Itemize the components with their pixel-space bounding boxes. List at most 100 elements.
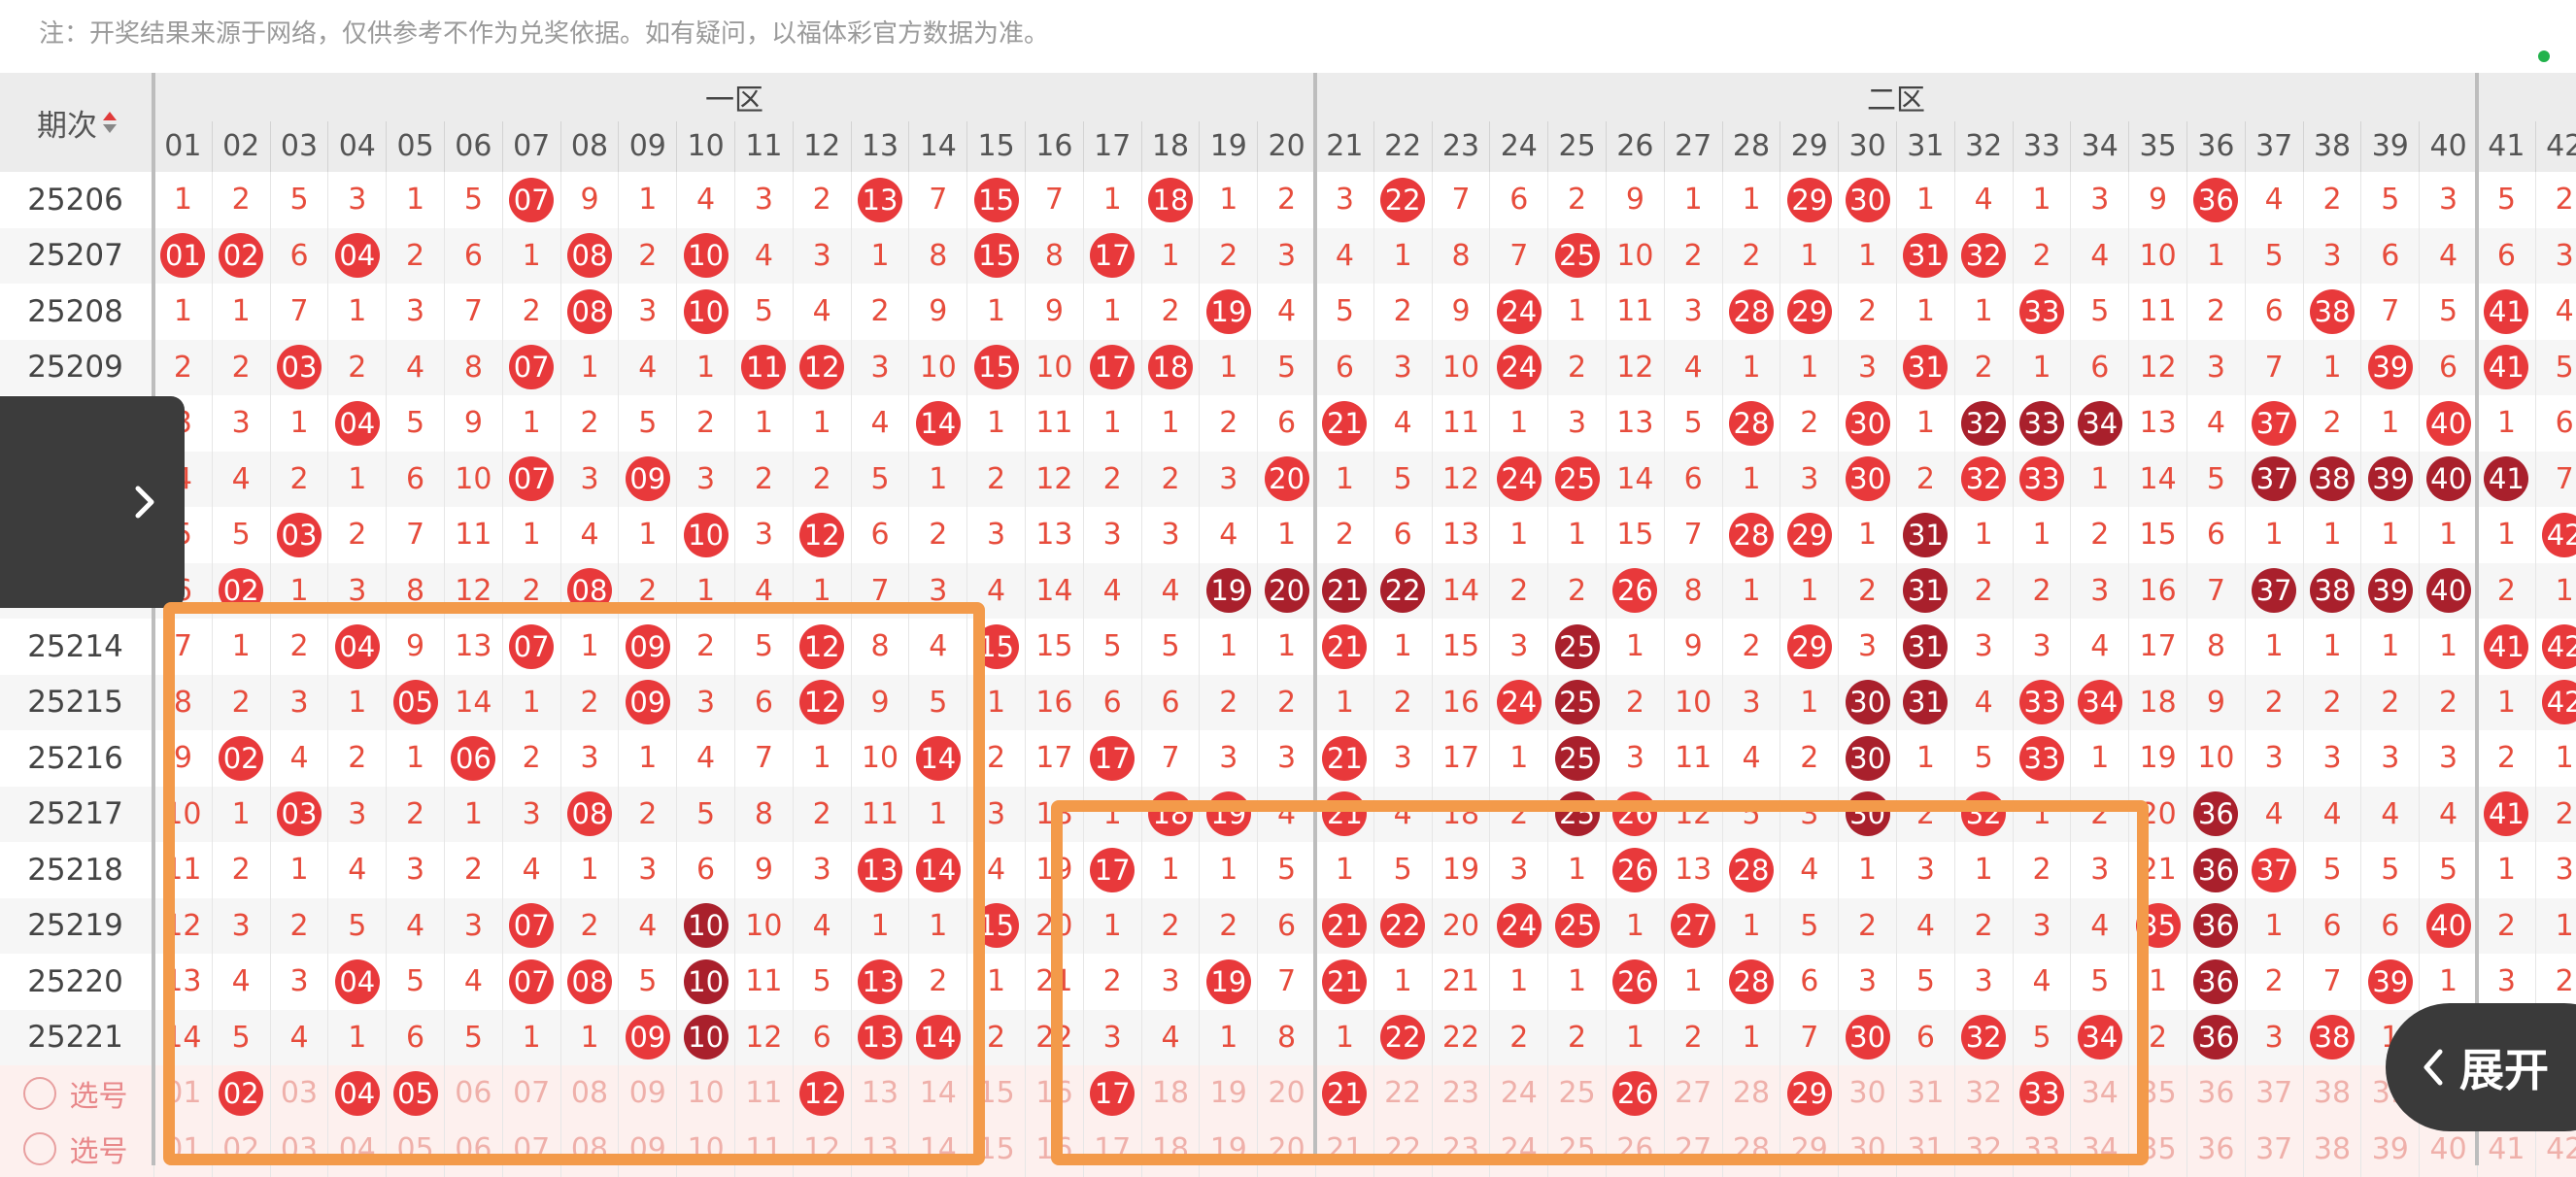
- drawn-number-ball: 12: [799, 513, 844, 557]
- selectable-number[interactable]: 39: [2360, 1122, 2419, 1177]
- drawn-number-ball: 21: [1322, 736, 1367, 781]
- number-cell: 10: [676, 228, 734, 285]
- omission-count: 2: [1838, 563, 1896, 620]
- column-header-05: 05: [386, 121, 444, 172]
- column-header-31: 31: [1896, 121, 1954, 172]
- selectable-number[interactable]: 38: [2303, 1122, 2361, 1177]
- omission-count: 2: [734, 452, 793, 508]
- omission-count: 2: [2419, 675, 2477, 731]
- drawn-number-ball: 33: [2019, 680, 2064, 724]
- number-cell: 02: [212, 228, 270, 285]
- omission-count: 2: [2360, 675, 2419, 731]
- number-cell: 30: [1838, 452, 1896, 508]
- omission-count: 6: [2360, 898, 2419, 955]
- number-cell: 11: [734, 340, 793, 396]
- drawn-number-ball: 25: [1555, 456, 1600, 501]
- omission-count: 2: [1199, 395, 1257, 452]
- column-header-42: 42: [2535, 121, 2576, 172]
- number-cell: 36: [2186, 898, 2245, 955]
- selectable-number[interactable]: 38: [2303, 1065, 2361, 1122]
- omission-count: 4: [2245, 172, 2303, 228]
- omission-count: 3: [386, 284, 444, 340]
- selectable-number[interactable]: 36: [2186, 1122, 2245, 1177]
- number-cell: 19: [1199, 284, 1257, 340]
- drawn-number-ball: 31: [1903, 345, 1948, 389]
- number-cell: 09: [618, 452, 676, 508]
- drawn-number-ball: 15: [974, 233, 1019, 278]
- omission-count: 2: [1896, 452, 1954, 508]
- omission-count: 1: [1257, 507, 1315, 563]
- omission-count: 10: [908, 340, 966, 396]
- drawn-number-ball: 20: [1265, 456, 1309, 501]
- column-header-16: 16: [1025, 121, 1083, 172]
- drawn-number-ball: 08: [567, 289, 612, 334]
- omission-count: 1: [1779, 228, 1838, 285]
- omission-count: 6: [386, 452, 444, 508]
- omission-count: 1: [2245, 507, 2303, 563]
- number-cell: 36: [2186, 1010, 2245, 1066]
- select-row-label[interactable]: 选号: [0, 1065, 151, 1122]
- number-cell: 24: [1489, 284, 1547, 340]
- number-cell: 33: [2013, 675, 2071, 731]
- omission-count: 4: [1722, 730, 1780, 787]
- number-cell: 38: [2303, 284, 2361, 340]
- omission-count: 1: [1779, 675, 1838, 731]
- omission-count: 1: [2360, 619, 2419, 675]
- number-cell: 10: [676, 507, 734, 563]
- drawn-number-ball: 18: [1148, 345, 1193, 389]
- omission-count: 2: [1722, 228, 1780, 285]
- omission-count: 6: [851, 507, 909, 563]
- omission-count: 4: [2245, 787, 2303, 843]
- omission-count: 6: [444, 228, 502, 285]
- omission-count: 1: [2013, 172, 2071, 228]
- number-cell: 37: [2245, 563, 2303, 620]
- selectable-number[interactable]: 36: [2186, 1065, 2245, 1122]
- column-header-14: 14: [908, 121, 966, 172]
- omission-count: 10: [2128, 228, 2186, 285]
- radio-icon[interactable]: [23, 1132, 56, 1165]
- drawn-number-ball: 30: [1846, 680, 1890, 724]
- omission-count: 7: [2360, 284, 2419, 340]
- omission-count: 14: [1432, 563, 1490, 620]
- omission-count: 1: [2303, 507, 2361, 563]
- number-cell: 40: [2419, 563, 2477, 620]
- omission-count: 2: [1141, 284, 1200, 340]
- omission-count: 1: [1083, 172, 1141, 228]
- omission-count: 9: [1664, 619, 1722, 675]
- omission-count: 1: [2186, 228, 2245, 285]
- column-header-09: 09: [618, 121, 676, 172]
- omission-count: 5: [851, 452, 909, 508]
- omission-count: 1: [2360, 395, 2419, 452]
- zone2-end-divider: [2475, 73, 2479, 1165]
- omission-count: 3: [1257, 730, 1315, 787]
- number-cell: 41: [2477, 452, 2535, 508]
- drawn-number-ball: 07: [509, 456, 554, 501]
- omission-count: 4: [2535, 284, 2576, 340]
- drawn-number-ball: 38: [2310, 1015, 2355, 1059]
- column-header-04: 04: [327, 121, 386, 172]
- number-cell: 22: [1373, 172, 1432, 228]
- drawn-number-ball: 19: [1206, 568, 1251, 613]
- omission-count: 15: [1025, 619, 1083, 675]
- column-header-34: 34: [2070, 121, 2128, 172]
- omission-count: 1: [1315, 675, 1373, 731]
- omission-count: 3: [1954, 619, 2013, 675]
- side-drawer-tab[interactable]: [0, 396, 185, 608]
- drawn-number-ball: 41: [2484, 456, 2528, 501]
- selectable-number[interactable]: 37: [2245, 1122, 2303, 1177]
- omission-count: 6: [2535, 395, 2576, 452]
- select-row-label[interactable]: 选号: [0, 1122, 151, 1177]
- period-number: 25218: [0, 842, 151, 898]
- omission-count: 17: [1432, 730, 1490, 787]
- drawn-number-ball: 17: [1090, 736, 1135, 781]
- omission-count: 1: [1954, 507, 2013, 563]
- number-cell: 39: [2360, 452, 2419, 508]
- selectable-number[interactable]: 37: [2245, 1065, 2303, 1122]
- expand-button[interactable]: 展开: [2386, 1003, 2576, 1131]
- radio-icon[interactable]: [23, 1077, 56, 1110]
- period-number: 25219: [0, 898, 151, 955]
- omission-count: 4: [1083, 563, 1141, 620]
- omission-count: 10: [2186, 730, 2245, 787]
- number-cell: 18: [1141, 172, 1200, 228]
- omission-count: 6: [2303, 898, 2361, 955]
